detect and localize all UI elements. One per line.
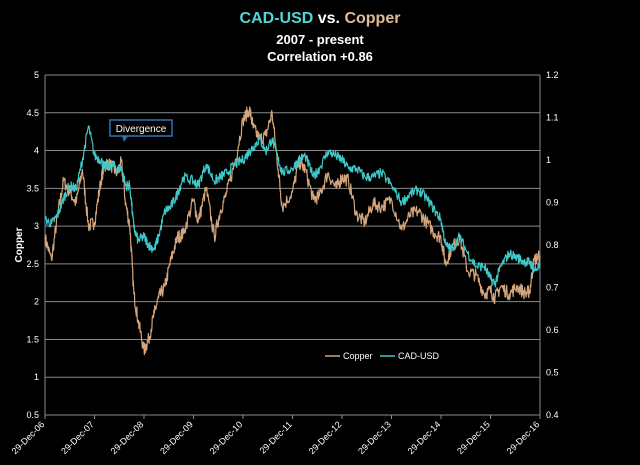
chart-title: CAD-USD vs. Copper xyxy=(240,10,401,27)
y-left-tick-label: 4.5 xyxy=(26,108,39,118)
callout-text: Divergence xyxy=(116,124,167,135)
legend-label-copper: Copper xyxy=(343,351,373,361)
y-right-tick-label: 0.7 xyxy=(546,283,559,293)
series-layer xyxy=(44,106,541,356)
y-left-tick-label: 1.5 xyxy=(26,334,39,344)
y-axis-right: 0.4 0.5 0.6 0.7 0.8 0.9 1 1.1 1.2 xyxy=(539,70,559,420)
y-right-tick-label: 1 xyxy=(546,155,551,165)
title-part-copper: Copper xyxy=(344,10,400,27)
y-left-tick-label: 2.5 xyxy=(26,259,39,269)
y-right-tick-label: 0.6 xyxy=(546,325,559,335)
title-part-vs: vs. xyxy=(313,10,344,27)
y-left-tick-label: 2 xyxy=(34,297,39,307)
y-axis-label: Copper xyxy=(14,227,25,262)
divergence-callout: Divergence xyxy=(109,119,173,142)
y-left-tick-label: 5 xyxy=(34,70,39,80)
callout-box xyxy=(109,119,173,137)
series-line-cadusd xyxy=(44,125,541,288)
legend-label-cadusd: CAD-USD xyxy=(398,351,440,361)
y-left-tick-label: 0.5 xyxy=(26,410,39,420)
y-left-tick-label: 3 xyxy=(34,221,39,231)
chart-correlation: Correlation +0.86 xyxy=(267,49,373,64)
legend: Copper CAD-USD xyxy=(325,351,440,361)
y-right-tick-label: 1.1 xyxy=(546,113,559,123)
y-left-tick-label: 1 xyxy=(34,372,39,382)
y-right-tick-label: 0.9 xyxy=(546,198,559,208)
gridlines xyxy=(45,74,540,416)
y-right-tick-label: 0.8 xyxy=(546,240,559,250)
y-right-tick-label: 1.2 xyxy=(546,70,559,80)
callout-pointer xyxy=(122,136,128,142)
y-right-tick-label: 0.5 xyxy=(546,368,559,378)
title-part-cadusd: CAD-USD xyxy=(240,10,314,27)
y-left-tick-label: 3.5 xyxy=(26,183,39,193)
y-left-tick-label: 4 xyxy=(34,146,39,156)
y-right-tick-label: 0.4 xyxy=(546,410,559,420)
chart-subtitle: 2007 - present xyxy=(276,32,364,47)
